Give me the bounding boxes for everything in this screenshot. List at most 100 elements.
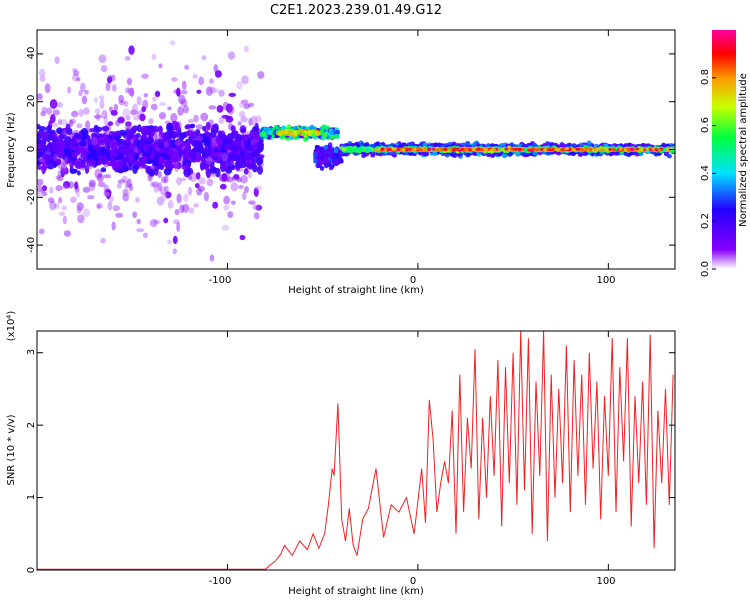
heatmap-cell [358,146,363,151]
heatmap-cell [139,113,146,122]
heatmap-cell [413,148,417,151]
heatmap-cell [130,137,137,144]
spectrogram-ticks [37,30,675,269]
heatmap-cell [122,131,127,138]
heatmap-cell [128,45,135,55]
heatmap-cell [145,158,154,165]
heatmap-cell [113,152,119,161]
heatmap-cell [164,154,169,161]
heatmap-cell [123,100,129,107]
heatmap-cell [184,64,190,70]
heatmap-cell [117,152,123,161]
heatmap-cell [128,183,133,192]
heatmap-cell [63,230,71,237]
heatmap-cell [43,130,49,140]
heatmap-cell [124,123,131,131]
heatmap-cell [223,163,229,171]
heatmap-cell [521,148,525,151]
heatmap-cell [214,88,220,94]
heatmap-cell [109,149,115,159]
heatmap-cell [182,203,190,213]
heatmap-cell [327,153,333,159]
heatmap-cell [55,185,63,192]
heatmap-cell [172,163,180,169]
heatmap-cell [670,149,675,153]
heatmap-cell [577,152,583,157]
heatmap-cell [323,156,329,162]
heatmap-cell [143,93,149,98]
heatmap-cell [58,134,65,141]
heatmap-cell [565,147,569,151]
heatmap-cell [151,181,159,188]
heatmap-cell [70,196,77,204]
heatmap-cell [115,119,121,127]
heatmap-cell [117,116,125,124]
heatmap-cell [327,146,333,152]
heatmap-cell [101,109,108,120]
heatmap-cell [59,146,64,156]
heatmap-cell [448,148,452,152]
heatmap-cell [178,94,186,105]
heatmap-cell [383,148,388,151]
heatmap-cell [136,228,145,233]
heatmap-cell [163,217,169,224]
heatmap-cell [584,148,588,152]
heatmap-cell [230,182,239,192]
heatmap-cell [212,155,218,161]
heatmap-cell [195,172,201,180]
heatmap-cell [497,152,503,157]
heatmap-cell [210,129,217,138]
heatmap-cell [56,127,63,134]
heatmap-cell [334,130,340,136]
heatmap-cell [182,158,187,167]
heatmap-cell [239,149,246,156]
heatmap-cell [189,172,198,183]
heatmap-cell [99,99,105,110]
heatmap-cell [65,123,71,133]
heatmap-cell [651,147,656,151]
colorbar-tick-label-1: 0.2 [700,213,711,229]
heatmap-cell [239,234,246,241]
heatmap-cell [239,110,246,118]
heatmap-cell [227,105,235,115]
heatmap-cell [149,169,156,177]
heatmap-cell [218,116,225,125]
heatmap-cell [247,102,255,108]
heatmap-cell [369,143,375,149]
heatmap-cell [174,208,180,216]
heatmap-cell [45,155,51,163]
heatmap-cell [309,124,315,130]
snr-line [37,331,674,570]
heatmap-cell [136,96,142,106]
heatmap-cell [613,151,619,156]
heatmap-cell [252,135,260,142]
heatmap-cell [41,106,47,113]
heatmap-cell [100,237,106,244]
heatmap-cell [41,185,48,192]
heatmap-cell [107,201,113,211]
heatmap-cell [141,106,147,113]
heatmap-cell [255,115,262,123]
heatmap-cell [78,90,83,97]
heatmap-cell [71,73,80,82]
top-ytick-label-1: -20 [26,189,37,205]
heatmap-cell [210,141,218,147]
heatmap-cell [212,150,219,157]
heatmap-cell [471,148,476,152]
heatmap-cell [198,177,206,185]
bot-ytick-label-2: 2 [26,422,37,428]
heatmap-cell [170,139,177,148]
heatmap-cell [81,95,88,105]
heatmap-cell [205,86,213,97]
heatmap-cell [214,70,222,78]
heatmap-cell [151,53,157,60]
heatmap-cell [56,101,64,108]
heatmap-cell [301,132,306,137]
heatmap-cell [654,148,659,152]
heatmap-cell [79,82,86,92]
heatmap-cell [174,162,180,173]
heatmap-cell [339,158,344,164]
heatmap-cell [227,151,235,158]
heatmap-cell [241,128,247,133]
heatmap-cell [91,136,99,146]
